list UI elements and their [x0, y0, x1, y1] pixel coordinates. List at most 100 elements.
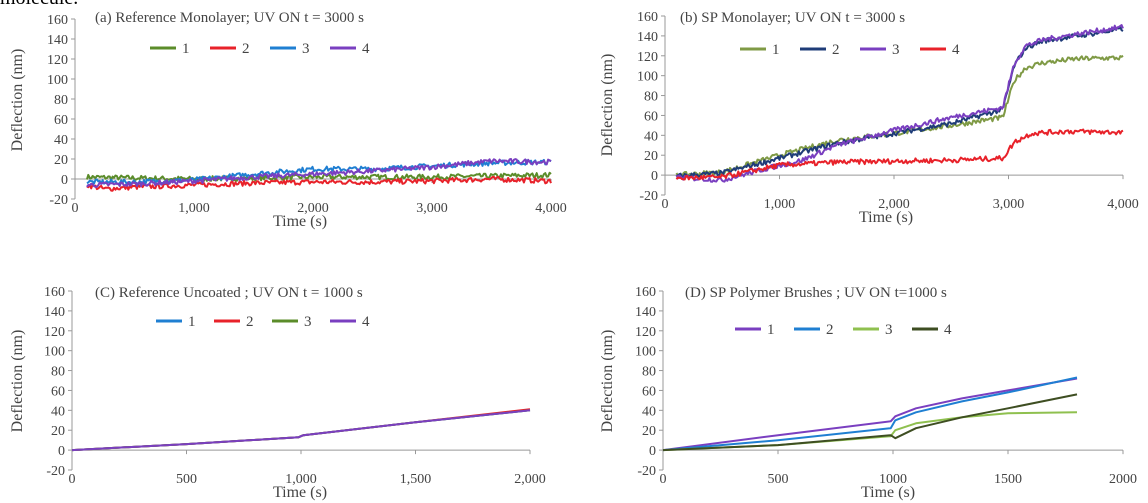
x-axis-label: Time (s) [861, 484, 915, 501]
x-tick-label: 500 [768, 472, 789, 487]
y-tick-label: 100 [637, 70, 658, 85]
y-axis-label: Deflection (nm) [599, 54, 616, 157]
x-tick-label: 1,000 [285, 472, 317, 487]
y-tick-label: 0 [58, 444, 65, 459]
x-tick-label: 0 [72, 201, 79, 216]
series-line-4 [662, 393, 1078, 452]
legend-label-2: 2 [832, 42, 840, 58]
y-tick-label: 160 [637, 10, 658, 25]
legend-label-4: 4 [362, 41, 370, 57]
y-tick-label: 120 [637, 50, 658, 65]
x-axis-label: Time (s) [273, 484, 327, 501]
chart-title: (D) SP Polymer Brushes ; UV ON t=1000 s [685, 285, 947, 301]
legend-label-1: 1 [182, 41, 190, 57]
chart-panel-1: -20 0 20 40 60 80 100 120 140 160 0 1,000 2,000 3,000… [9, 10, 567, 230]
x-tick-label: 0 [69, 472, 76, 487]
y-tick-label: 120 [44, 325, 65, 340]
y-tick-label: 60 [54, 113, 68, 128]
y-axis-label: Deflection (nm) [9, 330, 26, 433]
x-tick-label: 2,000 [878, 197, 910, 212]
y-tick-label: 100 [44, 345, 65, 360]
y-tick-label: 140 [637, 30, 658, 45]
x-tick-label: 2,000 [514, 472, 546, 487]
y-tick-label: 0 [61, 173, 68, 188]
y-tick-label: -20 [637, 464, 656, 479]
y-tick-label: 120 [635, 325, 656, 340]
x-tick-label: 1,000 [178, 201, 210, 216]
y-tick-label: 100 [635, 345, 656, 360]
chart-title: (C) Reference Uncoated ; UV ON t = 1000 … [95, 285, 363, 301]
y-tick-label: 20 [54, 153, 68, 168]
legend-label-1: 1 [767, 322, 775, 338]
y-tick-label: 140 [47, 33, 68, 48]
y-tick-label: 40 [644, 129, 658, 144]
legend-label-3: 3 [304, 314, 312, 330]
legend-label-4: 4 [944, 322, 952, 338]
y-tick-label: 140 [635, 305, 656, 320]
x-axis-label: Time (s) [273, 213, 327, 230]
y-tick-label: 60 [642, 384, 656, 399]
x-tick-label: 3,000 [993, 197, 1025, 212]
series-line-1 [662, 377, 1078, 452]
legend-label-1: 1 [188, 314, 196, 330]
y-tick-label: 20 [51, 424, 65, 439]
y-tick-label: -20 [46, 464, 65, 479]
y-tick-label: 80 [54, 93, 68, 108]
x-tick-label: 4,000 [1107, 197, 1139, 212]
y-tick-label: -20 [49, 193, 68, 208]
x-tick-label: 2000 [1109, 472, 1137, 487]
y-tick-label: 40 [51, 404, 65, 419]
series-line-3 [675, 24, 1124, 183]
x-tick-label: 0 [660, 472, 667, 487]
y-tick-label: 120 [47, 53, 68, 68]
legend-label-3: 3 [892, 42, 900, 58]
legend-label-3: 3 [885, 322, 893, 338]
series-line-4 [86, 158, 552, 188]
caption-fragment: molecule. [0, 0, 78, 10]
y-tick-label: 80 [644, 90, 658, 105]
legend-label-3: 3 [302, 41, 310, 57]
y-tick-label: 0 [649, 444, 656, 459]
legend-label-2: 2 [242, 41, 250, 57]
x-tick-label: 1,000 [764, 197, 796, 212]
y-tick-label: 60 [51, 384, 65, 399]
x-tick-label: 1000 [879, 472, 907, 487]
chart-panel-3: -20 0 20 40 60 80 100 120 140 160 0 500 1,000 1,500 2,… [9, 285, 546, 501]
x-tick-label: 1,500 [400, 472, 432, 487]
series-line-1 [85, 171, 552, 182]
x-axis-label: Time (s) [859, 209, 913, 226]
y-tick-label: 40 [54, 133, 68, 148]
series-line-4 [71, 409, 531, 452]
y-axis-label: Deflection (nm) [599, 330, 616, 433]
legend-label-1: 1 [772, 42, 780, 58]
chart-panel-4: -20 0 20 40 60 80 100 120 140 160 0 500 1000 1500 2000… [599, 285, 1137, 501]
y-tick-label: 0 [651, 169, 658, 184]
y-tick-label: 80 [642, 365, 656, 380]
y-tick-label: 40 [642, 404, 656, 419]
series-line-4 [675, 128, 1124, 181]
y-tick-label: 80 [51, 365, 65, 380]
y-tick-label: 160 [47, 13, 68, 28]
legend-label-2: 2 [246, 314, 254, 330]
x-tick-label: 3,000 [416, 201, 448, 216]
x-tick-label: 1500 [994, 472, 1022, 487]
chart-panel-2: -20 0 20 40 60 80 100 120 140 160 0 1,000 2,000 3,000… [599, 10, 1139, 226]
y-tick-label: 140 [44, 305, 65, 320]
y-tick-label: 60 [644, 109, 658, 124]
legend-label-4: 4 [952, 42, 960, 58]
y-tick-label: 160 [635, 285, 656, 300]
x-tick-label: 2,000 [297, 201, 329, 216]
y-tick-label: 20 [644, 149, 658, 164]
y-axis-label: Deflection (nm) [9, 49, 26, 152]
y-tick-label: 100 [47, 73, 68, 88]
series-line-2 [662, 376, 1078, 452]
chart-title: (b) SP Monolayer; UV ON t = 3000 s [680, 10, 905, 26]
legend-label-2: 2 [826, 322, 834, 338]
x-tick-label: 4,000 [535, 201, 567, 216]
series-line-1 [675, 54, 1124, 178]
chart-title: (a) Reference Monolayer; UV ON t = 3000 … [95, 10, 364, 26]
x-tick-label: 0 [662, 197, 669, 212]
legend-label-4: 4 [362, 314, 370, 330]
x-tick-label: 500 [176, 472, 197, 487]
